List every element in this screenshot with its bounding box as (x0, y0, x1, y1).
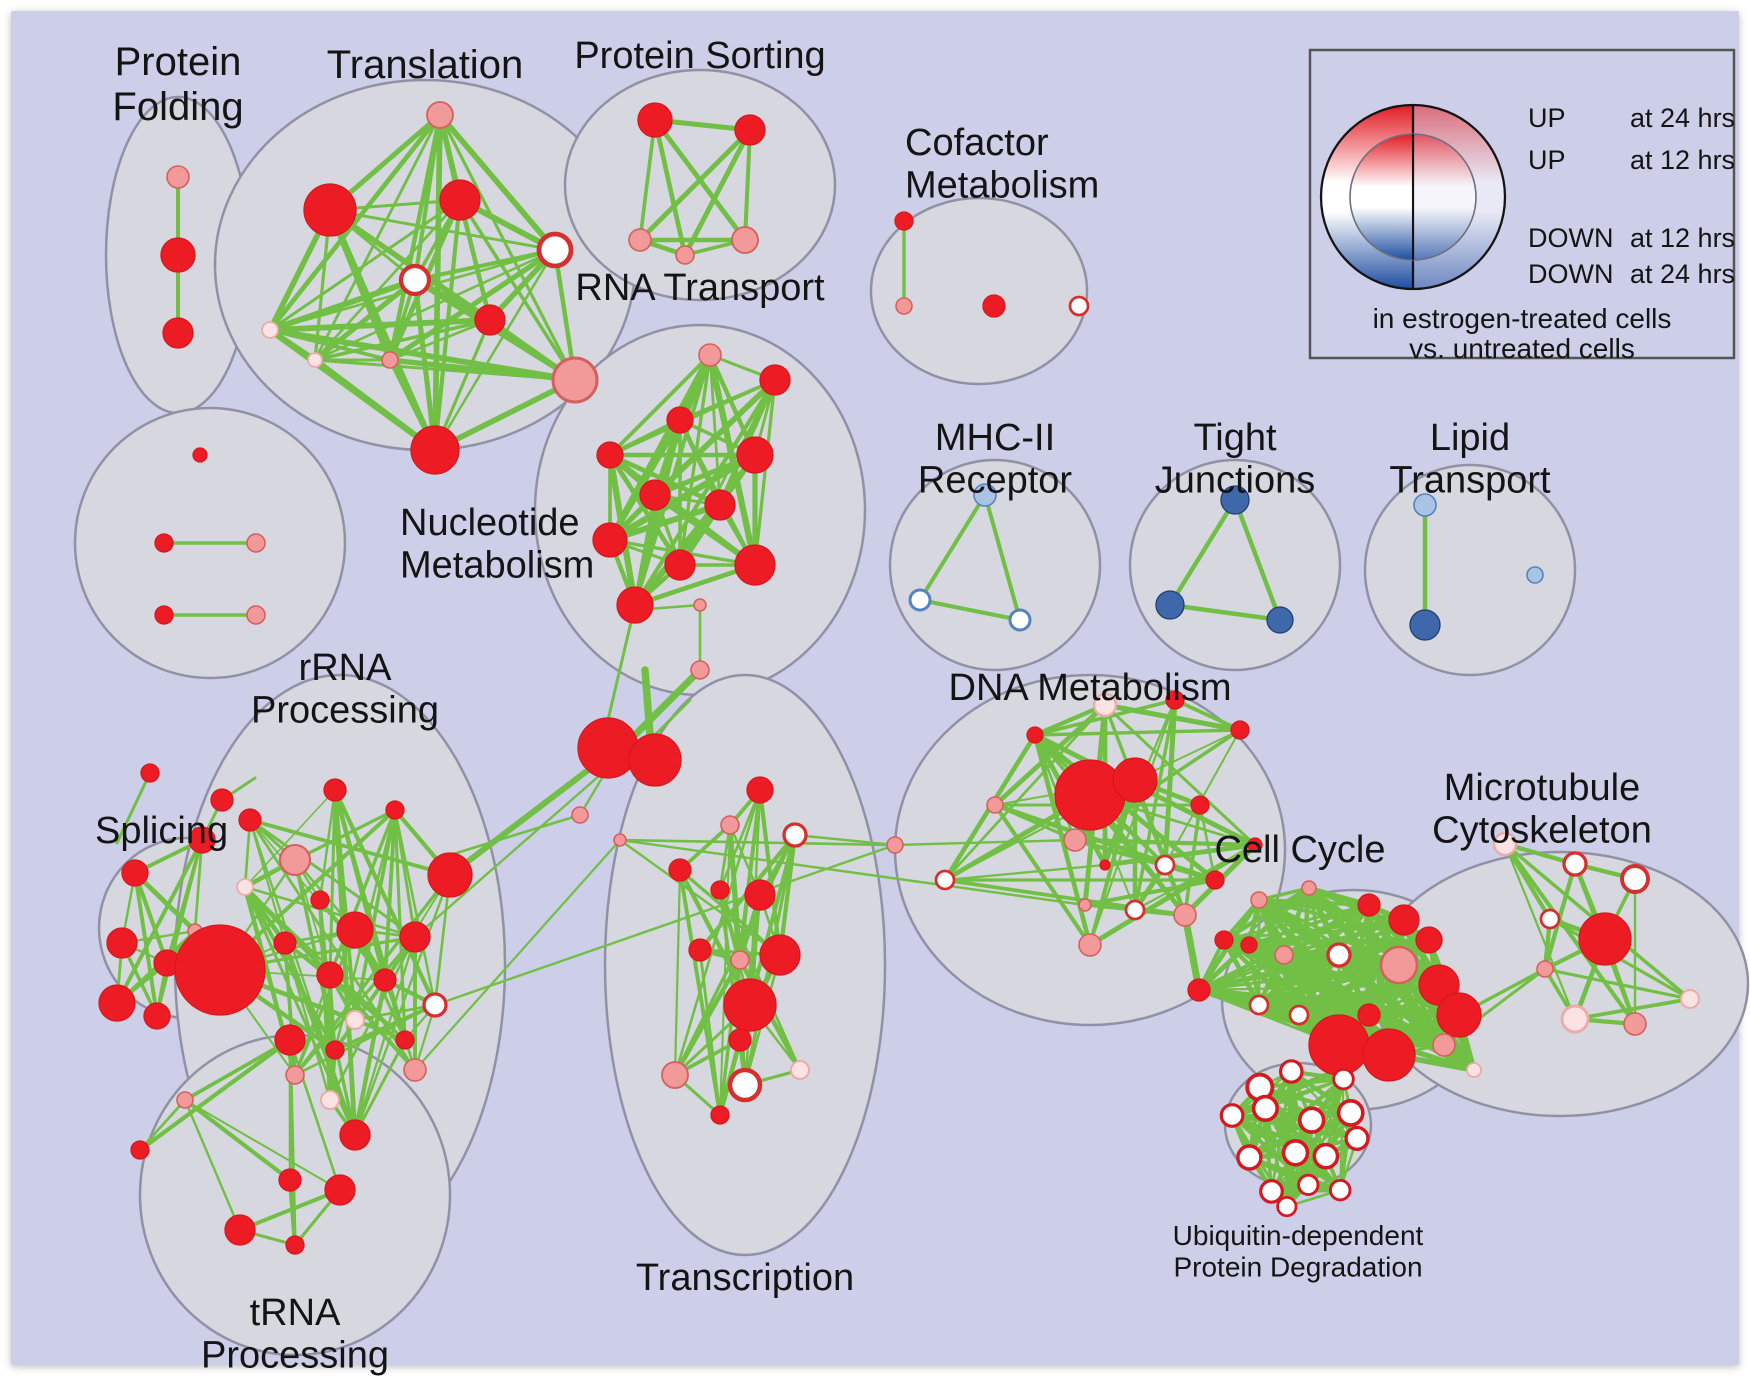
svg-text:DNA Metabolism: DNA Metabolism (949, 667, 1232, 709)
svg-text:at 12 hrs: at 12 hrs (1630, 223, 1735, 253)
svg-text:UP: UP (1528, 145, 1566, 175)
svg-text:DOWN: DOWN (1528, 223, 1613, 253)
svg-text:at 24 hrs: at 24 hrs (1630, 259, 1735, 289)
svg-text:Splicing: Splicing (95, 810, 228, 852)
svg-text:in estrogen-treated cells: in estrogen-treated cells (1373, 303, 1672, 334)
svg-text:Translation: Translation (327, 43, 523, 87)
svg-text:Transcription: Transcription (636, 1257, 854, 1299)
svg-text:vs. untreated cells: vs. untreated cells (1409, 333, 1635, 364)
svg-text:DOWN: DOWN (1528, 259, 1613, 289)
svg-text:UP: UP (1528, 103, 1566, 133)
svg-text:Protein Sorting: Protein Sorting (574, 35, 825, 77)
svg-text:RNA Transport: RNA Transport (575, 267, 825, 309)
svg-text:at 24 hrs: at 24 hrs (1630, 103, 1735, 133)
svg-text:Cell Cycle: Cell Cycle (1214, 829, 1385, 871)
svg-text:at 12 hrs: at 12 hrs (1630, 145, 1735, 175)
